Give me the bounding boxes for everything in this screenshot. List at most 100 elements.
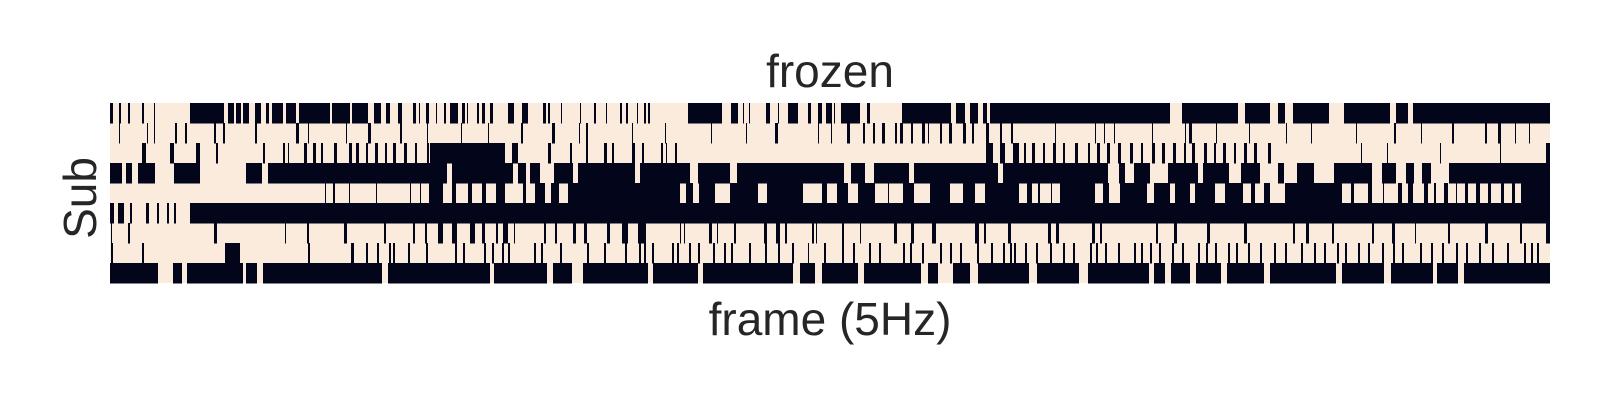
heatmap-cell-frozen	[1227, 263, 1264, 284]
heatmap-cell-frozen	[1393, 243, 1395, 264]
heatmap-cell-frozen	[1203, 163, 1229, 184]
heatmap-cell-frozen	[1207, 223, 1210, 244]
heatmap-cell-frozen	[1413, 103, 1550, 124]
heatmap-cell-frozen	[333, 183, 335, 204]
heatmap-cell-frozen	[709, 223, 712, 244]
heatmap-cell-frozen	[767, 183, 803, 204]
heatmap-cell-frozen	[963, 183, 975, 204]
heatmap-cell-frozen	[368, 123, 371, 144]
heatmap-cell-frozen	[922, 123, 925, 144]
heatmap-cell-frozen	[1498, 123, 1501, 144]
heatmap-cell-frozen	[285, 223, 286, 244]
heatmap-cell-frozen	[426, 243, 428, 264]
heatmap-cell-frozen	[1368, 243, 1370, 264]
heatmap-cell-frozen	[1075, 143, 1078, 164]
heatmap-cell-frozen	[888, 183, 889, 204]
heatmap-cell-frozen	[119, 103, 121, 124]
heatmap-cell-frozen	[400, 123, 402, 144]
heatmap-cell-frozen	[1103, 183, 1109, 204]
heatmap-cell-frozen	[1356, 123, 1357, 144]
heatmap-cell-frozen	[1088, 263, 1149, 284]
heatmap-cell-frozen	[986, 123, 989, 144]
heatmap-cell-frozen	[190, 103, 224, 124]
heatmap-cell-frozen	[246, 263, 257, 284]
heatmap-cell-frozen	[1448, 223, 1450, 244]
heatmap-cell-frozen	[1105, 243, 1107, 264]
heatmap-cell-frozen	[1175, 183, 1190, 204]
heatmap-cell-frozen	[970, 103, 978, 124]
heatmap-cell-frozen	[928, 123, 929, 144]
heatmap-cell-frozen	[1301, 243, 1303, 264]
heatmap-cell-frozen	[1500, 143, 1501, 164]
heatmap-cell-frozen	[482, 223, 485, 244]
heatmap-cell-frozen	[1154, 183, 1170, 204]
heatmap-cell-frozen	[1314, 243, 1316, 264]
heatmap-cell-frozen	[554, 163, 573, 184]
heatmap-cell-frozen	[1372, 223, 1374, 244]
heatmap-cell-frozen	[1293, 223, 1295, 244]
heatmap-cell-frozen	[953, 263, 970, 284]
heatmap-cell-frozen	[111, 243, 113, 264]
heatmap-cell-frozen	[1415, 223, 1416, 244]
heatmap-cell-frozen	[356, 143, 359, 164]
heatmap-cell-frozen	[461, 123, 462, 144]
heatmap-cell-frozen	[496, 223, 498, 244]
heatmap-cell-frozen	[746, 123, 747, 144]
heatmap-cell-frozen	[512, 143, 518, 164]
heatmap-cell-frozen	[652, 243, 654, 264]
heatmap-cell-frozen	[699, 183, 715, 204]
heatmap-cell-frozen	[730, 183, 758, 204]
heatmap-cell-frozen	[1141, 243, 1143, 264]
heatmap-cell-frozen	[1422, 163, 1431, 184]
heatmap-cell-frozen	[734, 223, 736, 244]
heatmap-cell-frozen	[228, 103, 234, 124]
heatmap-cell-frozen	[873, 123, 875, 144]
heatmap-cell-frozen	[686, 183, 693, 204]
heatmap-cell-frozen	[286, 103, 296, 124]
heatmap-cell-frozen	[452, 163, 513, 184]
heatmap-cell-frozen	[1264, 183, 1270, 204]
heatmap-cell-frozen	[1408, 183, 1413, 204]
heatmap-cell-frozen	[977, 243, 979, 264]
heatmap-cell-frozen	[508, 103, 514, 124]
heatmap-cell-frozen	[426, 103, 429, 124]
heatmap-cell-frozen	[175, 123, 177, 144]
heatmap-cell-frozen	[1479, 243, 1481, 264]
heatmap-cell-frozen	[776, 223, 780, 244]
heatmap-cell-frozen	[398, 103, 402, 124]
heatmap-cell-frozen	[594, 103, 596, 124]
heatmap-cell-frozen	[689, 243, 691, 264]
heatmap-cell-frozen	[874, 163, 909, 184]
heatmap-cell-frozen	[1466, 243, 1468, 264]
heatmap-cell-frozen	[1546, 223, 1550, 244]
heatmap-cell-frozen	[677, 243, 679, 264]
heatmap-cell-frozen	[639, 243, 641, 264]
heatmap-cell-frozen	[146, 203, 149, 224]
heatmap-cell-frozen	[552, 123, 555, 144]
heatmap-cell-frozen	[911, 223, 914, 244]
heatmap-cell-frozen	[548, 143, 551, 164]
heatmap-cell-frozen	[1063, 243, 1065, 264]
heatmap-row-6	[110, 203, 1550, 224]
heatmap-cell-frozen	[534, 243, 536, 264]
heatmap-cell-frozen	[841, 103, 860, 124]
heatmap-cell-frozen	[518, 163, 526, 184]
heatmap-cell-frozen	[1027, 183, 1032, 204]
heatmap-cell-frozen	[1361, 143, 1362, 164]
heatmap-cell-frozen	[266, 103, 269, 124]
heatmap-cell-frozen	[1245, 103, 1270, 124]
heatmap-cell-frozen	[1130, 143, 1133, 164]
heatmap-cell-frozen	[928, 263, 938, 284]
heatmap-cell-frozen	[1507, 243, 1509, 264]
heatmap-cell-frozen	[482, 183, 486, 204]
heatmap-cell-frozen	[778, 243, 780, 264]
heatmap-cell-frozen	[1204, 143, 1207, 164]
heatmap-cell-frozen	[818, 103, 822, 124]
heatmap-cell-frozen	[1025, 243, 1027, 264]
heatmap-cell-frozen	[586, 143, 588, 164]
heatmap-cell-frozen	[1032, 143, 1035, 164]
heatmap-cell-frozen	[1524, 243, 1526, 264]
heatmap-cell-frozen	[1225, 183, 1243, 204]
heatmap-cell-frozen	[1270, 263, 1336, 284]
